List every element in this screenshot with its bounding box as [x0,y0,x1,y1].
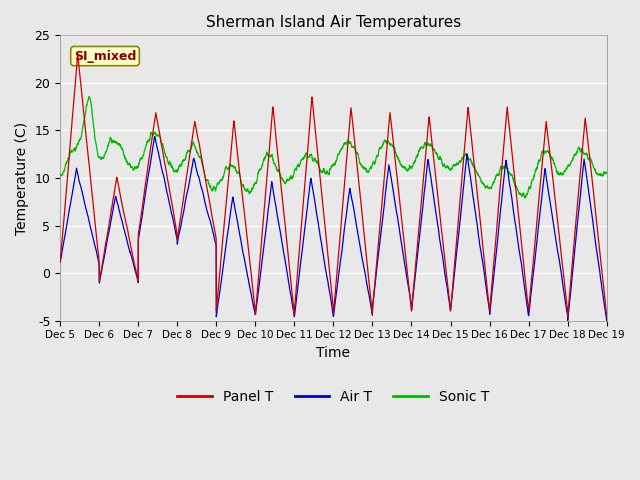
X-axis label: Time: Time [316,346,351,360]
Text: SI_mixed: SI_mixed [74,49,136,62]
Y-axis label: Temperature (C): Temperature (C) [15,121,29,235]
Legend: Panel T, Air T, Sonic T: Panel T, Air T, Sonic T [172,384,495,410]
Title: Sherman Island Air Temperatures: Sherman Island Air Temperatures [206,15,461,30]
